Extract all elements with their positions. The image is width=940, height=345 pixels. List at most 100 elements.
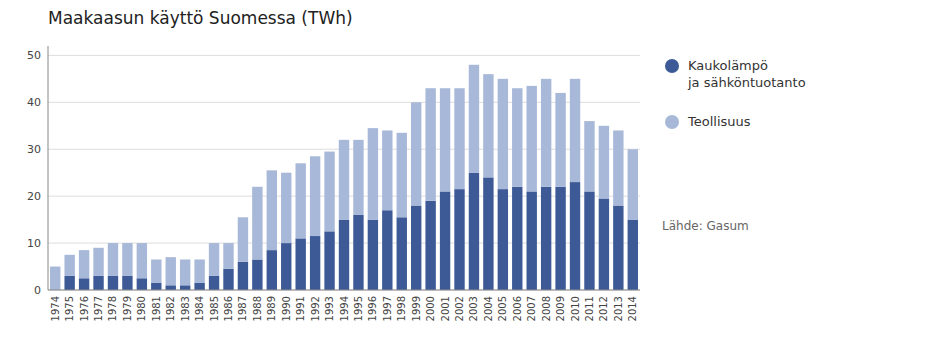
bar: [209, 276, 219, 290]
x-tick-label: 1999: [411, 296, 422, 321]
bar: [151, 260, 161, 283]
x-tick-label: 2009: [555, 296, 566, 321]
x-tick-label: 2007: [526, 296, 537, 321]
title: Maakaasun käyttö Suomessa (TWh): [48, 8, 353, 28]
bar: [281, 173, 291, 243]
bar: [469, 65, 479, 173]
bar: [555, 187, 565, 290]
y-tick-label: 0: [34, 284, 41, 297]
x-tick-label: 1981: [151, 296, 162, 321]
bar: [339, 220, 349, 290]
legend-swatch: [665, 59, 679, 73]
x-tick-label: 1987: [237, 296, 248, 321]
bar: [50, 267, 60, 290]
x-tick-label: 1979: [122, 296, 133, 321]
bar: [613, 130, 623, 205]
x-tick-label: 1980: [136, 296, 147, 321]
bar: [628, 149, 638, 219]
bar: [93, 276, 103, 290]
x-tick-label: 1990: [281, 296, 292, 321]
bar: [324, 231, 334, 290]
series: [64, 173, 638, 290]
x-tick-label: 1982: [165, 296, 176, 321]
bar: [137, 243, 147, 278]
bar: [555, 93, 565, 187]
x-tick-label: 1996: [367, 296, 378, 321]
y-tick-label: 40: [27, 96, 41, 109]
bar: [324, 152, 334, 232]
bar: [238, 262, 248, 290]
bar: [122, 243, 132, 276]
bar: [295, 163, 305, 238]
bar: [599, 199, 609, 291]
bar: [512, 187, 522, 290]
bar: [512, 88, 522, 187]
x-tick-label: 1988: [252, 296, 263, 321]
x-tick-label: 1992: [310, 296, 321, 321]
bar: [570, 182, 580, 290]
bar: [194, 283, 204, 290]
series: [50, 65, 638, 290]
bar: [79, 250, 89, 278]
legend-label-line: Kaukolämpö: [688, 58, 768, 73]
bar: [483, 177, 493, 290]
bar: [584, 121, 594, 191]
bar: [469, 173, 479, 290]
bar: [440, 191, 450, 290]
x-tick-label: 1998: [396, 296, 407, 321]
x-tick-label: 1986: [223, 296, 234, 321]
bar: [498, 79, 508, 189]
bar: [613, 206, 623, 290]
bar: [180, 260, 190, 286]
bar: [339, 140, 349, 220]
bar: [527, 191, 537, 290]
x-tick-label: 1977: [93, 296, 104, 321]
x-tick-label: 1978: [107, 296, 118, 321]
bar: [397, 217, 407, 290]
x-tick-label: 2006: [512, 296, 523, 321]
bar: [267, 170, 277, 250]
bar: [599, 126, 609, 199]
x-tick-label: 1983: [180, 296, 191, 321]
x-tick-label: 2002: [454, 296, 465, 321]
bar: [454, 189, 464, 290]
bar: [353, 140, 363, 215]
x-tick-label: 1984: [194, 296, 205, 321]
x-axis: 1974197519761977197819791980198119821983…: [48, 290, 640, 321]
y-tick-label: 20: [27, 190, 41, 203]
bar: [108, 276, 118, 290]
bar: [584, 191, 594, 290]
x-tick-label: 1974: [50, 296, 61, 321]
bar: [64, 255, 74, 276]
legend-swatch: [665, 115, 679, 129]
bar: [79, 278, 89, 290]
bar: [223, 243, 233, 269]
bar: [194, 260, 204, 283]
x-tick-label: 1994: [339, 296, 350, 321]
grid: [48, 55, 640, 290]
bar: [353, 215, 363, 290]
y-axis-line: [48, 46, 49, 290]
bar: [122, 276, 132, 290]
bar: [368, 220, 378, 290]
bar: [527, 86, 537, 192]
bar: [252, 187, 262, 260]
x-tick-label: 1975: [64, 296, 75, 321]
bar: [166, 257, 176, 285]
bar: [281, 243, 291, 290]
bar: [180, 285, 190, 290]
bar: [411, 206, 421, 290]
bar: [483, 74, 493, 177]
bar: [541, 187, 551, 290]
bar: [425, 88, 435, 201]
bar: [570, 79, 580, 182]
bar: [295, 238, 305, 290]
x-tick-label: 2001: [440, 296, 451, 321]
x-tick-label: 1997: [382, 296, 393, 321]
bar: [310, 236, 320, 290]
x-tick-label: 2011: [584, 296, 595, 321]
bar: [151, 283, 161, 290]
grid-line: [48, 290, 640, 291]
x-tick-label: 2013: [613, 296, 624, 321]
bar: [397, 133, 407, 217]
